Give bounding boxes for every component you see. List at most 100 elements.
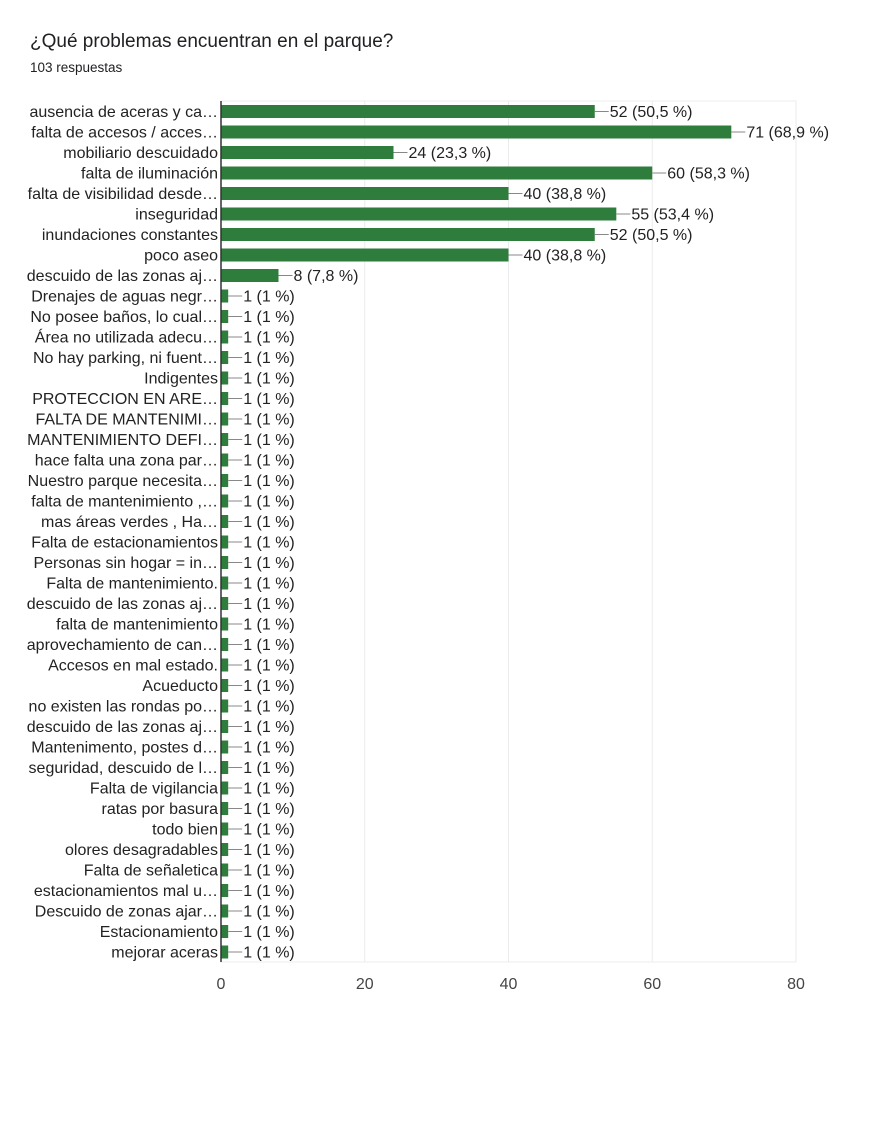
category-label: olores desagradables [65,842,218,859]
category-label: Personas sin hogar = in… [33,555,218,572]
x-tick-label: 60 [643,976,661,993]
data-label: 40 (38,8 %) [524,248,607,265]
bar [221,699,229,713]
data-label: 1 (1 %) [243,514,295,531]
bar [221,515,229,528]
data-label: 1 (1 %) [243,494,295,511]
data-label: 71 (68,9 %) [746,125,829,142]
category-label: Falta de estacionamientos [31,535,218,552]
x-tick-label: 20 [356,976,374,993]
category-label: todo bien [152,822,218,839]
category-label: ausencia de aceras y ca… [29,104,218,121]
data-label: 1 (1 %) [243,350,295,367]
data-label: 1 (1 %) [243,801,295,818]
data-label: 1 (1 %) [243,289,295,306]
bar [221,433,229,446]
data-label: 40 (38,8 %) [524,186,607,203]
bar [221,310,229,323]
bar [221,925,229,938]
bar [221,207,617,221]
bar [221,556,229,569]
category-label: mas áreas verdes , Ha… [41,514,218,531]
bar [221,781,229,795]
bar [221,576,229,590]
data-label: 1 (1 %) [243,760,295,777]
x-tick-label: 0 [217,976,226,993]
data-label: 1 (1 %) [243,863,295,880]
category-label: descuido de las zonas aj… [27,268,218,285]
data-label: 52 (50,5 %) [610,104,693,121]
category-label: Accesos en mal estado. [48,658,218,675]
bar [221,494,229,508]
data-label: 1 (1 %) [243,699,295,716]
category-label: MANTENIMIENTO DEFI… [27,432,218,449]
category-label: falta de accesos / acces… [31,125,218,142]
bar [221,535,229,549]
category-label: Falta de señaletica [84,863,218,880]
data-label: 1 (1 %) [243,371,295,388]
category-label: FALTA DE MANTENIMI… [35,412,218,429]
data-label: 1 (1 %) [243,740,295,757]
category-label: Indigentes [144,371,218,388]
category-label: Área no utilizada adecu… [35,328,218,347]
bar [221,248,509,262]
data-label: 60 (58,3 %) [667,166,750,183]
category-label: Mantenimento, postes d… [31,740,218,757]
data-label: 1 (1 %) [243,781,295,798]
bar [221,474,229,487]
bar [221,843,229,856]
bar [221,166,653,180]
data-label: 1 (1 %) [243,596,295,613]
bar [221,187,509,200]
bar [221,125,732,139]
category-label: Acueducto [142,678,218,695]
category-label: No hay parking, ni fuent… [33,350,218,367]
category-label: aprovechamiento de can… [27,637,218,654]
data-label: 55 (53,4 %) [631,207,714,224]
category-label: PROTECCION EN ARE… [32,391,218,408]
category-label: Nuestro parque necesita… [28,473,218,490]
data-label: 1 (1 %) [243,617,295,634]
category-label: Falta de vigilancia [90,781,218,798]
response-count: 103 respuestas [30,60,123,75]
data-label: 1 (1 %) [243,678,295,695]
data-label: 1 (1 %) [243,883,295,900]
category-label: falta de visibilidad desde… [28,186,218,203]
category-label: seguridad, descuido de l… [29,760,218,777]
data-label: 1 (1 %) [243,330,295,347]
bar [221,638,229,651]
category-label: descuido de las zonas aj… [27,719,218,736]
data-label: 1 (1 %) [243,453,295,470]
bar [221,330,229,344]
bar [221,105,595,118]
bar [221,720,229,733]
data-label: 52 (50,5 %) [610,227,693,244]
data-label: 1 (1 %) [243,309,295,326]
category-label: estacionamientos mal u… [34,883,218,900]
bar [221,371,229,385]
category-label: Drenajes de aguas negr… [31,289,218,306]
category-label: descuido de las zonas aj… [27,596,218,613]
category-label: ratas por basura [101,801,218,818]
data-label: 1 (1 %) [243,473,295,490]
category-label: Falta de mantenimiento. [46,576,218,593]
category-label: inseguridad [135,207,218,224]
bar [221,863,229,877]
data-label: 1 (1 %) [243,637,295,654]
bar [221,392,229,405]
bar [221,740,229,754]
bar [221,679,229,692]
data-label: 1 (1 %) [243,432,295,449]
bar [221,412,229,426]
bar [221,761,229,774]
data-label: 1 (1 %) [243,658,295,675]
category-label: hace falta una zona par… [35,453,218,470]
category-label: inundaciones constantes [42,227,218,244]
data-label: 1 (1 %) [243,945,295,962]
bar [221,945,229,959]
category-label: mejorar aceras [111,945,218,962]
category-label: no existen las rondas po… [29,699,218,716]
data-label: 1 (1 %) [243,555,295,572]
bar [221,597,229,610]
